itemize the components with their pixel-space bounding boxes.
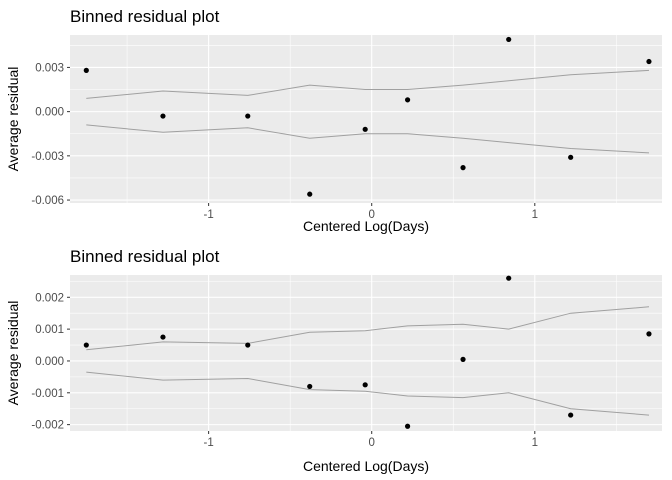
chart-1: Binned residual plot -1 0 1 -0.006 -0.003 0.00…	[5, 7, 662, 234]
residual-point	[506, 36, 512, 43]
y-tick-label: -0.003	[31, 151, 64, 163]
residual-point	[362, 382, 368, 388]
plot-panel	[70, 275, 662, 431]
upper-band-line	[86, 69, 650, 99]
residual-point	[83, 67, 89, 73]
x-axis-title: Centered Log(Days)	[303, 458, 429, 474]
x-tick-label: 0	[369, 437, 375, 449]
x-tick-label: -1	[204, 209, 214, 221]
residual-point	[646, 58, 652, 65]
plot-panel	[70, 35, 662, 203]
x-axis-title: Centered Log(Days)	[303, 218, 429, 234]
y-axis-title: Average residual	[5, 67, 21, 172]
y-tick-label: -0.006	[31, 195, 64, 207]
residual-point	[506, 275, 512, 281]
residual-point	[568, 412, 574, 418]
x-tick-label: 1	[532, 209, 538, 221]
residual-point	[83, 342, 89, 348]
residual-point	[160, 113, 166, 119]
x-tick-label: -1	[204, 437, 214, 449]
chart-title: Binned residual plot	[70, 247, 220, 266]
residual-point	[245, 342, 251, 348]
upper-band-line	[86, 306, 650, 351]
y-tick-label: -0.001	[31, 388, 64, 400]
residual-point	[362, 126, 368, 132]
y-axis-title: Average residual	[5, 301, 21, 406]
residual-point	[404, 423, 411, 429]
residual-point	[460, 356, 466, 362]
x-tick-label: 0	[369, 209, 375, 221]
residual-point	[404, 97, 411, 103]
lower-band-line	[86, 124, 650, 154]
residual-point	[160, 334, 166, 340]
y-tick-label: 0.000	[35, 356, 64, 368]
chart-2: Binned residual plot -1 0 1 -0.002 -0.001 0.00…	[5, 247, 662, 474]
y-tick-label: 0.001	[35, 324, 64, 336]
residual-point	[245, 113, 251, 119]
y-tick-label: 0.002	[35, 292, 64, 304]
residual-point	[568, 154, 574, 160]
residual-point	[307, 191, 313, 197]
y-tick-label: 0.000	[35, 107, 64, 119]
residual-point	[460, 165, 466, 171]
residual-point	[307, 383, 313, 390]
chart-title: Binned residual plot	[70, 7, 220, 26]
y-tick-label: -0.002	[31, 420, 64, 432]
residual-point	[646, 331, 652, 337]
x-tick-label: 1	[532, 437, 538, 449]
y-tick-label: 0.003	[35, 62, 64, 74]
lower-band-line	[86, 371, 650, 416]
